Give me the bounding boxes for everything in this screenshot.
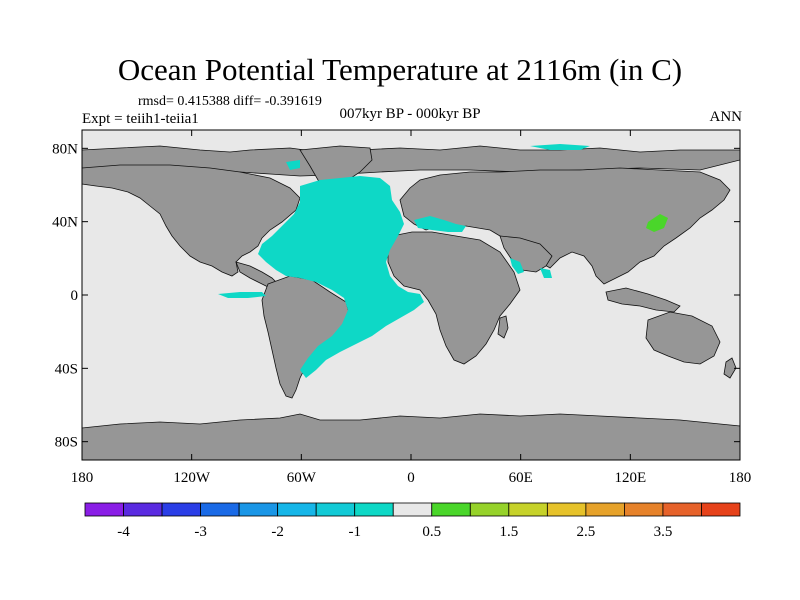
anomaly-north-edge (530, 144, 590, 150)
land-eurasia (399, 167, 731, 285)
colorbar-swatch (701, 502, 741, 517)
anomaly-red-sea (510, 258, 524, 274)
anomaly-eastern-pacific (218, 292, 266, 298)
land-madagascar (497, 315, 509, 339)
x-tick-label: 60W (287, 470, 317, 486)
colorbar-label: 3.5 (654, 524, 673, 540)
colorbar-swatch (161, 502, 201, 517)
colorbar-swatch (277, 502, 317, 517)
y-tick-label: 80S (55, 435, 78, 451)
x-tick-label: 180 (729, 470, 752, 486)
anomaly-mediterranean (414, 216, 466, 232)
anomaly-atlantic (258, 176, 424, 378)
colorbar-swatch (469, 502, 510, 517)
x-tick-label: 120W (173, 470, 211, 486)
colorbar-swatch (84, 502, 124, 517)
colorbar-label: -4 (117, 524, 130, 540)
x-tick-label: 0 (407, 470, 415, 486)
colorbar-swatch (354, 502, 394, 517)
colorbar-label: -2 (271, 524, 284, 540)
colorbar-label: 2.5 (577, 524, 596, 540)
y-tick-label: 80N (52, 141, 78, 157)
x-tick-label: 60E (509, 470, 533, 486)
land-masses (81, 145, 741, 461)
land-indonesia (605, 287, 681, 313)
colorbar-label: 1.5 (499, 524, 518, 540)
y-axis: 80N 40N 0 40S 80S (52, 141, 740, 451)
colorbar-label: -1 (348, 524, 361, 540)
anomaly-positive-region (646, 214, 668, 232)
land-arctic (81, 145, 741, 177)
period-label: 007kyr BP - 000kyr BP (339, 106, 481, 122)
colorbar-swatch (585, 502, 625, 517)
land-north-america (81, 164, 301, 277)
colorbar-swatch (200, 502, 240, 517)
colorbar-swatch (392, 502, 433, 517)
land-antarctica (81, 413, 741, 461)
colorbar-swatch (624, 502, 664, 517)
land-australia (645, 311, 721, 365)
anomaly-negative-regions (218, 144, 590, 378)
anomaly-arabian-sea (540, 268, 552, 278)
colorbar-label: 0.5 (422, 524, 441, 540)
colorbar: -4 -3 -2 -1 0.5 1.5 2.5 3.5 (84, 502, 741, 540)
colorbar-swatch (546, 502, 587, 517)
x-tick-label: 180 (71, 470, 94, 486)
land-new-zealand (723, 357, 737, 379)
x-axis: 180 120W 60W 0 60E 120E 180 (71, 130, 752, 486)
experiment-label: Expt = teiih1-teiia1 (82, 111, 199, 127)
colorbar-swatch (123, 502, 163, 517)
colorbar-swatch (662, 502, 702, 517)
colorbar-label: -3 (194, 524, 207, 540)
colorbar-swatch (315, 502, 356, 517)
colorbar-swatch (508, 502, 548, 517)
anomaly-arctic (286, 160, 300, 170)
colorbar-swatch (238, 502, 279, 517)
land-africa (387, 231, 521, 365)
y-tick-label: 40S (55, 361, 78, 377)
chart-title: Ocean Potential Temperature at 2116m (in… (117, 52, 683, 87)
stats-label: rmsd= 0.415388 diff= -0.391619 (138, 94, 322, 109)
season-label: ANN (709, 109, 743, 125)
land-south-america (261, 275, 351, 399)
y-tick-label: 0 (71, 288, 79, 304)
x-tick-label: 120E (614, 470, 646, 486)
y-tick-label: 40N (52, 215, 78, 231)
colorbar-swatch (431, 502, 471, 517)
